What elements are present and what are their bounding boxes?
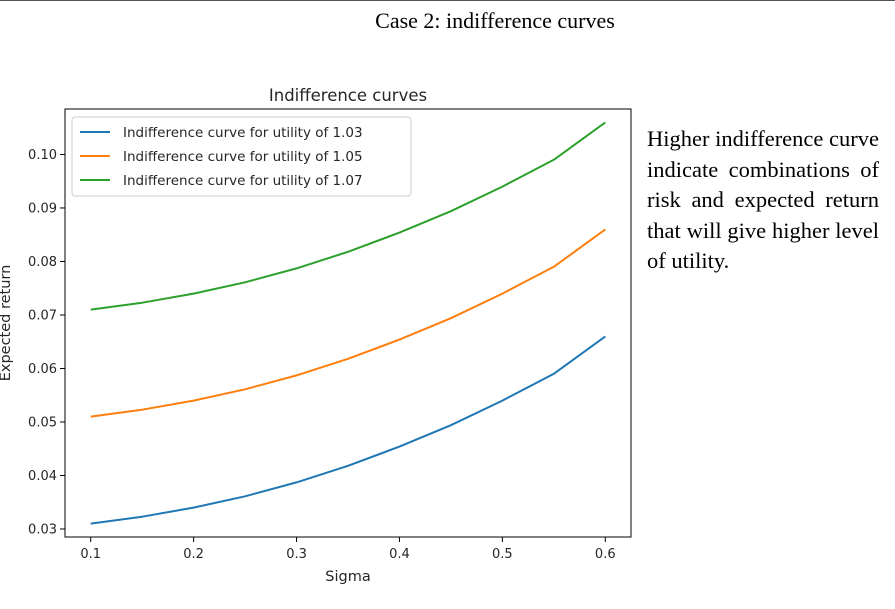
- x-tick-label: 0.1: [80, 547, 101, 562]
- legend-box: [71, 116, 412, 197]
- legend-label-2: Indifference curve for utility of 1.05: [123, 149, 363, 165]
- y-tick-label: 0.09: [28, 201, 57, 216]
- y-tick-label: 0.07: [28, 308, 57, 323]
- x-tick-label: 0.6: [595, 547, 616, 562]
- series-layer: [90, 121, 606, 525]
- x-tick-label: 0.4: [389, 547, 410, 562]
- x-tick-label: 0.5: [492, 547, 513, 562]
- y-tick-label: 0.03: [28, 522, 57, 537]
- line-chart: Indifference curves 0.1 0.2 0.3 0.4 0.5 0.6 0…: [0, 86, 632, 585]
- x-axis-ticks: 0.1 0.2 0.3 0.4 0.5 0.6: [80, 537, 616, 562]
- y-tick-label: 0.06: [28, 362, 57, 377]
- y-tick-label: 0.08: [28, 255, 57, 270]
- plot-frame: [64, 108, 632, 538]
- slide-heading: Case 2: indifference curves: [375, 8, 615, 33]
- series-line-3: [90, 121, 606, 311]
- side-text: Higher indifference curve indicate combi…: [647, 126, 879, 273]
- legend-label-1: Indifference curve for utility of 1.03: [123, 125, 363, 141]
- y-tick-label: 0.04: [28, 469, 57, 484]
- legend: Indifference curve for utility of 1.03 In…: [71, 116, 412, 197]
- x-tick-label: 0.2: [183, 547, 204, 562]
- series-line-1: [90, 335, 606, 525]
- top-border-line: [0, 0, 895, 1]
- legend-entries: Indifference curve for utility of 1.03 In…: [80, 125, 363, 189]
- y-axis-ticks: 0.03 0.04 0.05 0.06 0.07 0.08 0.09 0.10: [28, 148, 65, 537]
- x-axis-label: Sigma: [325, 569, 370, 585]
- y-axis-label: Expected return: [0, 265, 14, 382]
- chart-title: Indifference curves: [269, 86, 427, 105]
- legend-label-3: Indifference curve for utility of 1.07: [123, 173, 363, 189]
- y-tick-label: 0.10: [28, 148, 57, 163]
- x-tick-label: 0.3: [286, 547, 307, 562]
- y-tick-label: 0.05: [28, 415, 57, 430]
- series-line-2: [90, 228, 606, 418]
